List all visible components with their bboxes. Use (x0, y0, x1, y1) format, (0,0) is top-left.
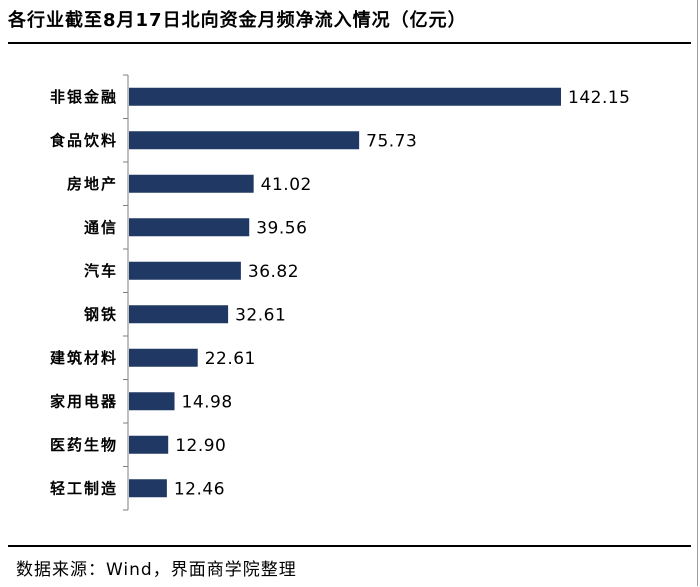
bar (129, 479, 167, 498)
category-label: 建筑材料 (50, 349, 118, 367)
bar (129, 131, 360, 150)
bar (129, 305, 229, 324)
category-label: 轻工制造 (50, 479, 118, 497)
bar (129, 218, 250, 237)
category-label: 非银金融 (50, 88, 118, 106)
value-label: 14.98 (182, 392, 233, 412)
bar (129, 348, 198, 367)
value-label: 12.90 (175, 436, 226, 456)
data-source: 数据来源：Wind，界面商学院整理 (16, 560, 297, 580)
value-label: 75.73 (366, 131, 417, 151)
category-label: 医药生物 (50, 436, 118, 454)
category-label: 汽车 (84, 262, 118, 280)
value-label: 32.61 (235, 305, 286, 325)
title-divider (8, 42, 691, 44)
bar (129, 174, 254, 193)
value-label: 39.56 (256, 218, 307, 238)
value-label: 12.46 (174, 479, 225, 499)
category-label: 房地产 (67, 175, 118, 193)
value-label: 36.82 (248, 262, 299, 282)
value-label: 22.61 (205, 349, 256, 369)
value-label: 142.15 (568, 88, 630, 108)
category-label: 通信 (84, 218, 118, 236)
bar (129, 261, 241, 280)
category-label: 家用电器 (50, 392, 118, 410)
value-label: 41.02 (261, 175, 312, 195)
category-label: 食品饮料 (50, 131, 118, 149)
bar (129, 392, 175, 411)
bar (129, 435, 169, 454)
chart-title: 各行业截至8月17日北向资金月频净流入情况（亿元） (8, 10, 467, 31)
bar (129, 87, 561, 106)
category-label: 钢铁 (84, 305, 118, 323)
source-divider (8, 545, 691, 547)
